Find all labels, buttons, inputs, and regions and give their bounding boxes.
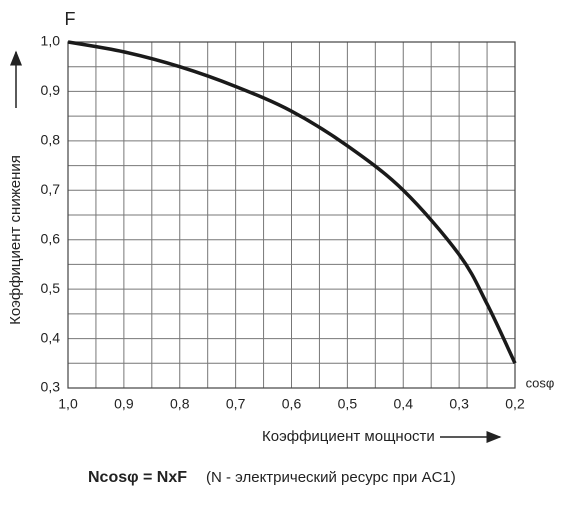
x-tick-label: 0,5 xyxy=(338,396,358,412)
plot-area: 1,0 0,9 0,8 0,7 0,6 0,5 0,4 0,3 0,2 0,3 0,4 0,5 0,6 0… xyxy=(41,33,525,412)
x-tick-label: 0,6 xyxy=(282,396,302,412)
x-tick-label: 0,7 xyxy=(226,396,246,412)
plot-frame xyxy=(67,41,516,389)
y-tick-label: 0,3 xyxy=(41,379,61,395)
x-tick-label: 1,0 xyxy=(58,396,78,412)
y-tick-label: 0,8 xyxy=(41,132,61,148)
y-tick-label: 0,5 xyxy=(41,280,61,296)
y-axis-symbol: F xyxy=(65,9,76,29)
y-tick-label: 0,9 xyxy=(41,82,61,98)
formula: Ncosφ = NxF xyxy=(88,469,187,486)
y-tick-label: 0,4 xyxy=(41,329,61,345)
x-tick-label: 0,2 xyxy=(505,396,525,412)
x-axis-symbol: cosφ xyxy=(526,375,555,390)
data-line xyxy=(67,40,517,365)
x-axis-title: Коэффициент мощности xyxy=(262,428,435,445)
x-tick-label: 0,4 xyxy=(394,396,414,412)
x-tick-label: 0,8 xyxy=(170,396,190,412)
formula-note: (N - электрический ресурс при AC1) xyxy=(206,469,456,486)
x-tick-label: 0,9 xyxy=(114,396,134,412)
y-tick-label: 0,6 xyxy=(41,230,61,246)
y-tick-label: 1,0 xyxy=(41,33,61,49)
y-tick-label: 0,7 xyxy=(41,181,61,197)
y-axis-title: Коэффициент снижения xyxy=(7,155,24,325)
x-tick-label: 0,3 xyxy=(449,396,469,412)
